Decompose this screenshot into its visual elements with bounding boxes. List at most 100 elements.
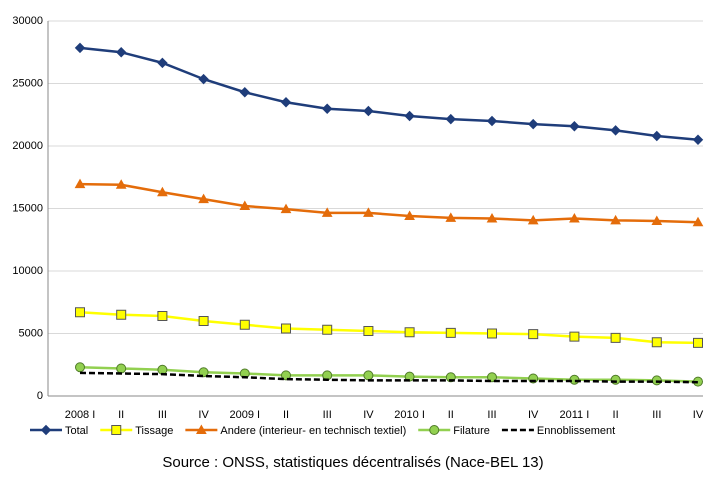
marker (116, 309, 127, 320)
marker (157, 57, 168, 69)
marker (74, 42, 86, 54)
source-note: Source : ONSS, statistiques décentralisé… (162, 454, 543, 471)
marker (404, 327, 415, 338)
x-tick-label: II (613, 409, 619, 421)
marker (363, 326, 374, 336)
marker (527, 118, 539, 130)
marker (75, 362, 85, 373)
marker (196, 424, 207, 434)
legend-item: Total (30, 424, 88, 437)
marker (157, 186, 168, 197)
marker (75, 307, 85, 318)
marker (651, 130, 663, 142)
marker (74, 178, 86, 189)
marker (569, 331, 580, 342)
series-line (79, 182, 699, 224)
y-tick-label: 30000 (12, 15, 43, 27)
y-tick-label: 0 (37, 390, 43, 402)
marker (610, 332, 621, 343)
marker (569, 212, 580, 223)
x-tick-label: IV (198, 409, 209, 421)
y-tick-label: 25000 (12, 77, 43, 89)
marker (322, 324, 333, 335)
marker (445, 212, 457, 222)
series-line (79, 46, 699, 141)
x-tick-label: III (652, 409, 661, 421)
marker (111, 425, 122, 435)
marker (528, 329, 539, 340)
marker (692, 216, 704, 227)
marker (487, 372, 497, 383)
marker (693, 337, 703, 348)
marker (115, 47, 127, 58)
marker (404, 210, 415, 220)
x-tick-label: III (323, 409, 332, 421)
marker (239, 200, 251, 210)
marker (404, 110, 415, 122)
legend-label: Total (65, 425, 88, 437)
marker (198, 73, 209, 85)
marker (486, 115, 498, 127)
x-tick-label: III (487, 409, 496, 421)
legend-label: Filature (453, 425, 490, 437)
marker (610, 214, 621, 225)
x-tick-label: IV (363, 409, 374, 421)
y-tick-label: 20000 (12, 140, 43, 152)
marker (281, 370, 291, 381)
x-tick-label: II (118, 409, 124, 421)
marker (651, 337, 662, 348)
marker (651, 215, 663, 225)
x-tick-label: IV (693, 409, 704, 421)
x-tick-label: 2011 I (560, 409, 590, 421)
marker (321, 207, 333, 217)
marker (527, 214, 539, 225)
marker (487, 328, 497, 339)
marker (569, 121, 580, 132)
legend-item: Ennoblissement (501, 425, 615, 437)
x-tick-label: 2009 I (230, 409, 261, 421)
x-tick-label: 2010 I (394, 409, 425, 421)
marker (198, 193, 209, 204)
legend-item: Tissage (100, 425, 173, 437)
legend-label: Tissage (135, 425, 173, 437)
marker (239, 319, 250, 330)
y-tick-label: 5000 (19, 327, 43, 339)
y-tick-label: 10000 (12, 265, 43, 277)
marker (692, 134, 704, 145)
series-line (79, 366, 699, 383)
x-tick-label: IV (528, 409, 539, 421)
marker (280, 203, 292, 214)
marker (363, 105, 374, 117)
marker (198, 367, 209, 378)
x-tick-label: II (448, 409, 454, 421)
legend-label: Andere (interieur- en technisch textiel) (220, 425, 406, 437)
marker (239, 87, 251, 98)
marker (610, 374, 621, 385)
y-tick-label: 15000 (12, 202, 43, 214)
legend-item: Andere (interieur- en technisch textiel) (185, 424, 406, 437)
marker (610, 125, 621, 136)
marker (321, 103, 333, 114)
marker (198, 316, 209, 326)
marker (280, 97, 292, 108)
marker (40, 424, 52, 436)
legend-item: Filature (418, 425, 490, 437)
x-tick-label: II (283, 409, 289, 421)
series-line (79, 371, 699, 384)
x-tick-label: 2008 I (65, 409, 96, 421)
marker (445, 327, 456, 338)
legend-label: Ennoblissement (537, 425, 615, 437)
x-tick-label: III (158, 409, 167, 421)
marker (363, 370, 374, 381)
marker (281, 323, 291, 334)
marker (115, 179, 127, 189)
marker (116, 363, 127, 374)
marker (445, 113, 457, 125)
marker (429, 425, 440, 435)
marker (363, 207, 374, 217)
marker (486, 212, 498, 223)
series-line (79, 311, 699, 345)
marker (157, 311, 168, 321)
